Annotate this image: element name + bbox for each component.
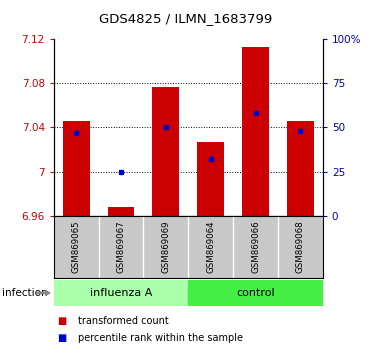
Bar xyxy=(108,207,134,216)
Text: GSM869068: GSM869068 xyxy=(296,221,305,273)
Text: GSM869065: GSM869065 xyxy=(72,221,81,273)
Bar xyxy=(287,121,314,216)
Bar xyxy=(63,121,90,216)
Text: GSM869066: GSM869066 xyxy=(251,221,260,273)
Text: GSM869064: GSM869064 xyxy=(206,221,215,273)
Text: ■: ■ xyxy=(58,333,67,343)
Text: GSM869067: GSM869067 xyxy=(116,221,125,273)
Bar xyxy=(197,142,224,216)
Bar xyxy=(188,280,323,306)
Bar xyxy=(152,86,179,216)
Text: transformed count: transformed count xyxy=(78,316,169,326)
Bar xyxy=(54,280,188,306)
Text: infection: infection xyxy=(2,288,47,298)
Text: percentile rank within the sample: percentile rank within the sample xyxy=(78,333,243,343)
Text: control: control xyxy=(236,288,275,298)
Text: GDS4825 / ILMN_1683799: GDS4825 / ILMN_1683799 xyxy=(99,12,272,25)
Text: GSM869069: GSM869069 xyxy=(161,221,170,273)
Text: ■: ■ xyxy=(58,316,67,326)
Bar xyxy=(242,47,269,216)
Text: influenza A: influenza A xyxy=(90,288,152,298)
